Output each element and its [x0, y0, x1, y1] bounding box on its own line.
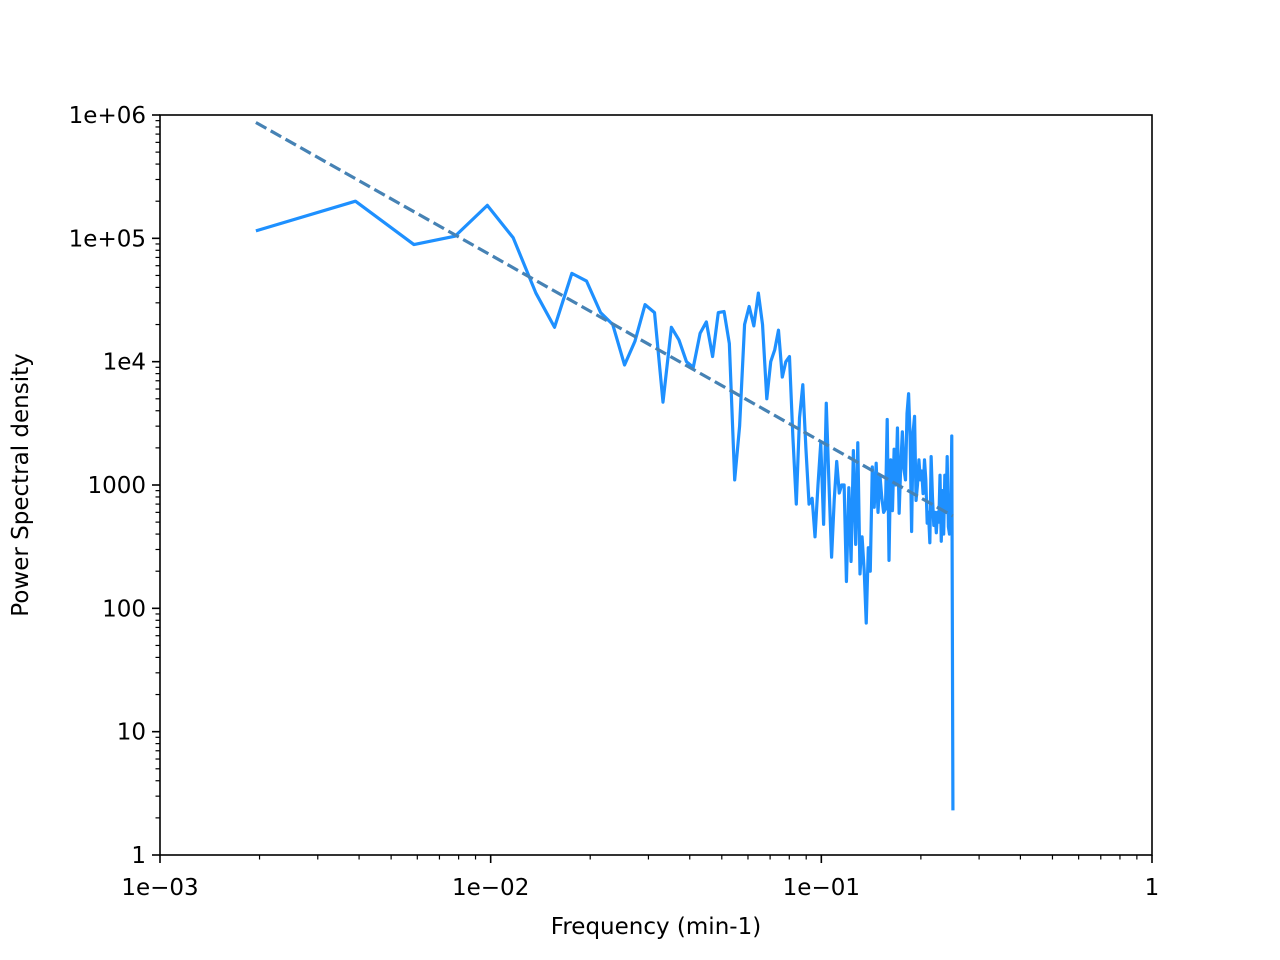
psd-series-line	[255, 199, 955, 811]
x-tick-label: 1e−01	[783, 875, 860, 901]
y-tick-label: 100	[102, 596, 146, 622]
series-layer	[255, 121, 955, 811]
y-tick-label: 1	[131, 843, 146, 869]
x-tick-label: 1e−03	[121, 875, 198, 901]
y-tick-label: 1e4	[103, 350, 146, 376]
y-tick-label: 1e+05	[69, 226, 146, 252]
y-tick-label: 1e+06	[69, 103, 146, 129]
x-tick-label: 1	[1145, 875, 1160, 901]
y-tick-label: 1000	[87, 473, 146, 499]
y-tick-label: 10	[117, 720, 146, 746]
ticks-layer: 1e−03 1e−02 1e−01 1 1 10 100 1000 1e4 1e+05 1e+06	[69, 103, 1160, 901]
y-axis-label: Power Spectral density	[8, 353, 34, 616]
x-axis-label: Frequency (min-1)	[551, 914, 761, 940]
x-tick-label: 1e−02	[452, 875, 529, 901]
fit-line	[255, 121, 954, 518]
